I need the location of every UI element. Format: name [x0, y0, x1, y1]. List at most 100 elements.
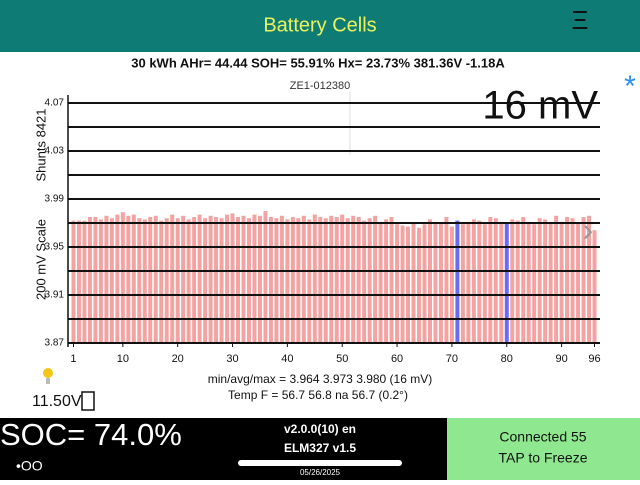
bar — [301, 215, 306, 343]
bar — [389, 217, 394, 343]
next-arrow[interactable]: › — [583, 211, 594, 247]
bar — [318, 217, 323, 343]
bar — [131, 214, 136, 343]
bar — [548, 223, 553, 343]
bar — [395, 224, 400, 343]
bar — [192, 217, 197, 343]
bar — [98, 219, 103, 343]
x-tick-label: 1 — [70, 353, 76, 365]
x-tick-label: 80 — [501, 353, 513, 365]
bar — [438, 223, 443, 343]
bar — [126, 215, 131, 343]
connection-status: Connected 55 — [499, 429, 586, 445]
bar — [362, 220, 367, 343]
settings-star[interactable]: * — [624, 70, 636, 103]
temperature: Temp F = 56.7 56.8 na 56.7 (0.2°) — [228, 388, 408, 402]
bar — [186, 219, 191, 343]
bar — [471, 219, 476, 343]
y-tick-label: 3.87 — [45, 338, 65, 349]
bar — [356, 217, 361, 343]
bar — [268, 217, 273, 343]
footer-bar — [0, 418, 447, 480]
bar — [170, 214, 175, 343]
bar — [504, 223, 509, 343]
freeze-button[interactable] — [447, 418, 640, 480]
bar — [115, 214, 120, 343]
bar — [142, 219, 147, 343]
bar — [164, 218, 169, 343]
bar — [384, 219, 389, 343]
bar — [175, 218, 180, 343]
bar — [444, 217, 449, 343]
freeze-action[interactable]: TAP to Freeze — [499, 450, 588, 466]
bar — [521, 217, 526, 343]
bar — [576, 223, 581, 343]
bar — [203, 218, 208, 343]
y-axis-label: 200 mV Scale — [33, 219, 48, 300]
adapter: ELM327 v1.5 — [284, 441, 356, 455]
bar — [466, 221, 471, 343]
header-bar — [0, 0, 640, 52]
y-tick-label: 4.07 — [45, 98, 65, 109]
min-avg-max: min/avg/max = 3.964 3.973 3.980 (16 mV) — [208, 372, 432, 386]
bar — [334, 217, 339, 343]
version: v2.0.0(10) en — [284, 422, 356, 436]
y-tick-label: 4.03 — [45, 146, 65, 157]
bar — [241, 215, 246, 343]
bar — [214, 217, 219, 343]
bar — [257, 215, 262, 343]
bar — [290, 217, 295, 343]
bar — [285, 219, 290, 343]
bar — [252, 214, 257, 343]
bar — [532, 224, 537, 343]
x-tick-label: 70 — [446, 353, 458, 365]
bar — [230, 213, 235, 343]
bar — [427, 219, 432, 343]
x-tick-label: 60 — [391, 353, 403, 365]
bar — [367, 218, 372, 343]
summary: 30 kWh AHr= 44.44 SOH= 55.91% Hx= 23.73%… — [131, 55, 505, 70]
bar — [274, 218, 279, 343]
indicator: •OO — [16, 458, 43, 474]
bar — [82, 220, 87, 343]
soc: SOC= 74.0% — [0, 417, 182, 452]
bar — [323, 218, 328, 343]
bar — [76, 220, 81, 343]
bar — [87, 217, 92, 343]
bar — [296, 218, 301, 343]
bar — [499, 221, 504, 343]
bulb-icon — [43, 368, 53, 378]
bar — [263, 211, 268, 343]
x-tick-label: 20 — [172, 353, 184, 365]
bar — [329, 215, 334, 343]
bar — [537, 218, 542, 343]
plot: 3.87 3.91 3.95 3.99 4.03 4.07 1 10 20 30 40 50 60 70 8… — [45, 95, 601, 365]
aux-voltage: 11.50V — [32, 393, 82, 410]
bar — [148, 217, 153, 343]
bar — [587, 215, 592, 343]
bar — [208, 215, 213, 343]
menu-button[interactable]: Ξ — [572, 5, 589, 35]
bar — [422, 224, 427, 343]
bar — [120, 212, 125, 343]
x-tick-label: 50 — [336, 353, 348, 365]
bar — [378, 223, 383, 343]
bar — [417, 227, 422, 343]
bar — [433, 221, 438, 343]
x-tick-label: 30 — [226, 353, 238, 365]
bar — [197, 214, 202, 343]
bar — [488, 217, 493, 343]
bar — [93, 217, 98, 343]
bar — [345, 218, 350, 343]
bar — [279, 215, 284, 343]
bar — [477, 220, 482, 343]
x-tick-label: 96 — [588, 353, 600, 365]
bar — [411, 223, 416, 343]
y-axis-label-2: Shunts 8421 — [33, 108, 48, 181]
bar — [493, 218, 498, 343]
bar — [592, 230, 597, 343]
bar — [137, 218, 142, 343]
bar — [373, 215, 378, 343]
bar — [219, 218, 224, 343]
bar — [543, 219, 548, 343]
